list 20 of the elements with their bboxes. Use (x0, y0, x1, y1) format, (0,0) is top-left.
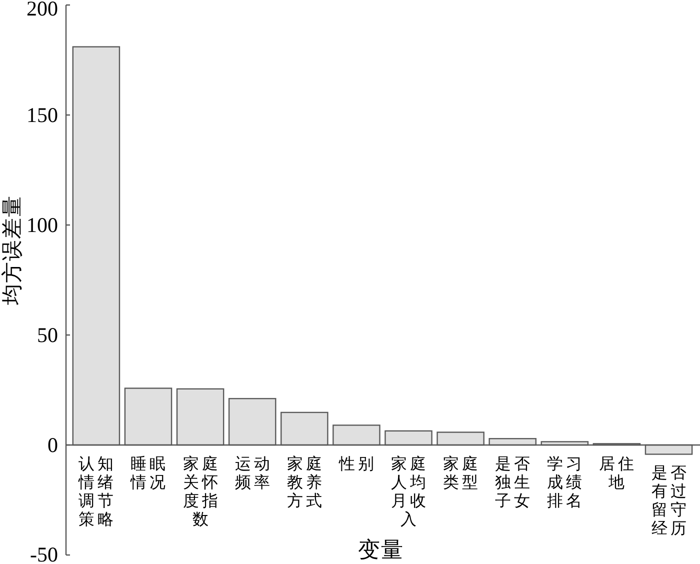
x-tick-label: 认知情绪调节策略 (78, 455, 117, 528)
x-tick-label: 学习成绩排名 (547, 455, 586, 510)
y-tick-label: 100 (26, 213, 58, 237)
x-tick-label: 是否有过留守经历 (651, 465, 690, 538)
y-tick-label: 50 (37, 323, 58, 347)
x-tick-label: 性别 (338, 456, 377, 473)
y-tick-label: 0 (48, 433, 58, 457)
x-tick-label: 睡眠情况 (130, 455, 169, 492)
y-tick-label: -50 (30, 542, 58, 564)
x-tick-label: 居住地 (599, 456, 638, 492)
x-tick-label: 家庭关怀度指数 (182, 455, 221, 528)
y-tick-label: 200 (26, 0, 58, 21)
y-axis-title: 均方误差量 (0, 195, 24, 306)
y-tick-label: 150 (26, 103, 58, 127)
x-tick-label: 运动频率 (234, 455, 273, 492)
x-tick-label: 家庭教养方式 (286, 455, 325, 510)
x-tick-label: 家庭类型 (443, 455, 482, 492)
x-tick-label: 家庭人均月收入 (391, 455, 430, 528)
x-axis-title: 变量 (358, 537, 404, 562)
x-tick-label: 是否独生子女 (495, 456, 534, 510)
